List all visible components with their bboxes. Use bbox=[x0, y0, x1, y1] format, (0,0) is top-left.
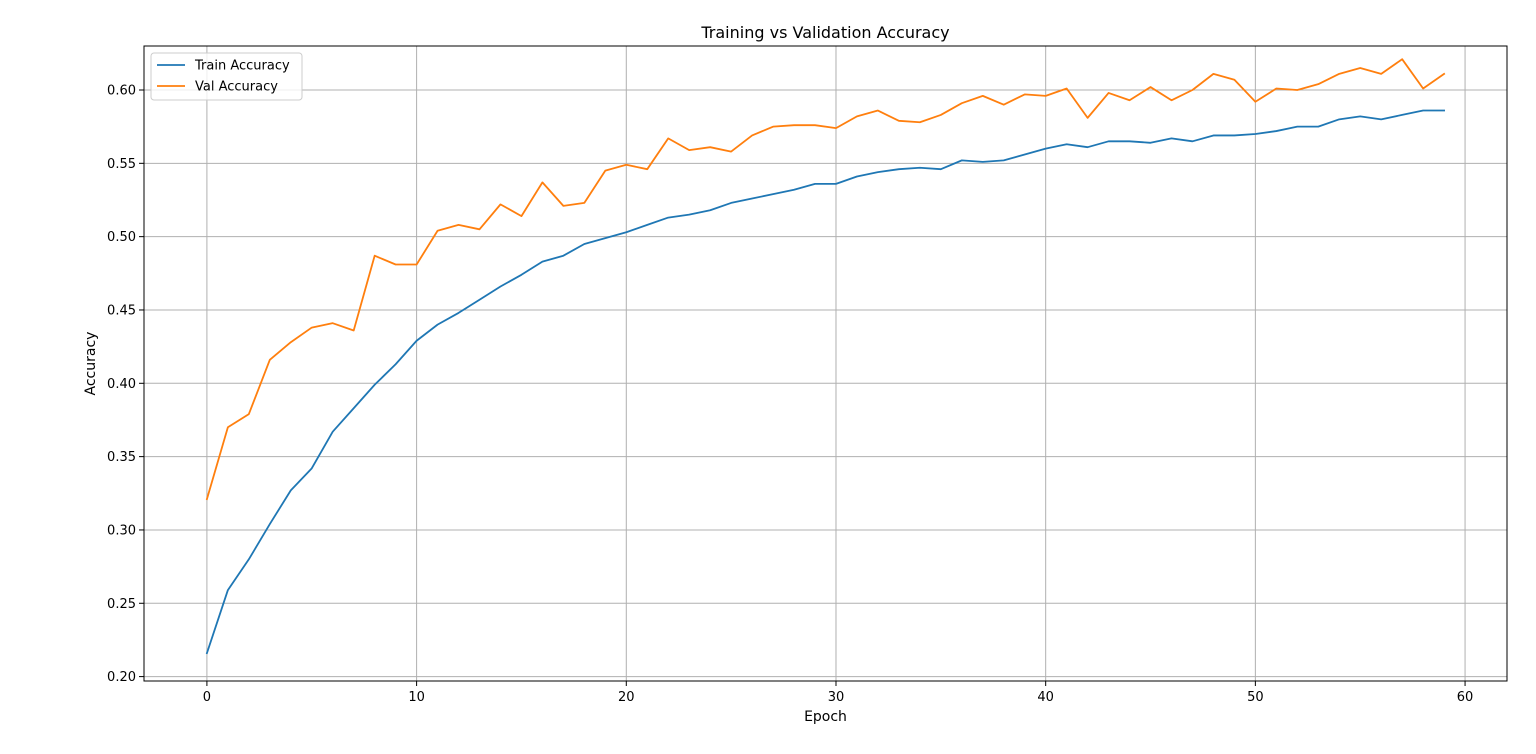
series-line-val-accuracy bbox=[205, 58, 1446, 501]
legend-label: Train Accuracy bbox=[194, 59, 290, 74]
y-tick-label: 0.55 bbox=[107, 157, 136, 172]
y-tick-label: 0.20 bbox=[107, 670, 136, 685]
legend-label: Val Accuracy bbox=[195, 80, 278, 95]
legend-box bbox=[150, 52, 303, 101]
grid bbox=[144, 46, 1507, 681]
x-tick-label: 10 bbox=[408, 690, 425, 705]
y-tick-label: 0.35 bbox=[107, 450, 136, 465]
y-tick-label: 0.40 bbox=[107, 377, 136, 392]
legend: Train Accuracy Val Accuracy bbox=[150, 52, 303, 101]
y-tick-label: 0.45 bbox=[107, 303, 136, 318]
x-axis-title: Epoch bbox=[804, 709, 847, 725]
y-axis-title: Accuracy bbox=[83, 332, 99, 396]
y-tick-label: 0.50 bbox=[107, 230, 136, 245]
series-lines bbox=[205, 58, 1446, 655]
x-tick-label: 0 bbox=[203, 690, 211, 705]
x-tick-label: 20 bbox=[618, 690, 635, 705]
x-tick-label: 60 bbox=[1457, 690, 1474, 705]
x-tick-label: 30 bbox=[828, 690, 845, 705]
chart-title: Training vs Validation Accuracy bbox=[700, 23, 949, 42]
y-tick-label: 0.25 bbox=[107, 597, 136, 612]
y-tick-label: 0.60 bbox=[107, 83, 136, 98]
series-line-train-accuracy bbox=[205, 109, 1445, 655]
x-tick-label: 40 bbox=[1037, 690, 1054, 705]
x-tick-label: 50 bbox=[1247, 690, 1264, 705]
axis-ticks: 0 10 20 30 40 50 60 0.20 0.25 0.30 0.35 0.40 0.45 0.5… bbox=[107, 83, 1473, 705]
y-tick-label: 0.30 bbox=[107, 523, 136, 538]
plot-frame bbox=[143, 45, 1508, 682]
